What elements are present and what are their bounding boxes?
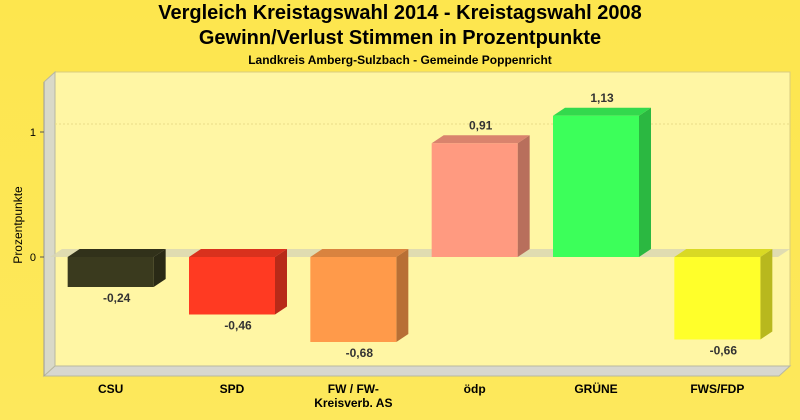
y-axis-label: Prozentpunkte [11,186,25,264]
chart-title: Vergleich Kreistagswahl 2014 - Kreistags… [158,2,642,24]
bar [310,249,409,342]
x-tick-label: GRÜNE [574,381,617,396]
x-tick-label: FW / FW- [328,382,379,396]
bar-front [431,143,518,257]
bar-top [674,249,773,257]
data-label: -0,66 [710,344,738,358]
bar-side [153,249,166,287]
bar-front [553,115,639,257]
y-tick-label: 0 [30,252,36,264]
data-label: 1,13 [590,91,614,105]
bar-side [760,249,773,340]
x-tick-label: ödp [464,382,486,396]
bar-side [396,249,409,342]
bar-front [67,257,154,287]
bar-top [67,249,166,257]
bar [553,107,651,257]
bar-top [431,135,530,144]
bar-side [517,135,530,257]
bar-top [189,249,287,257]
bar-top [553,107,651,116]
x-tick-label: Kreisverb. AS [314,396,392,410]
bar-top [310,249,409,257]
chart-subtitle: Landkreis Amberg-Sulzbach - Gemeinde Pop… [248,53,552,67]
chart-title-line-2: Gewinn/Verlust Stimmen in Prozentpunkte [198,27,602,49]
bar-front [310,257,397,342]
data-label: -0,46 [224,319,252,333]
data-label: -0,68 [346,346,374,360]
data-label: -0,24 [103,291,131,305]
data-label: 0,91 [469,118,493,132]
chart-floor [42,365,792,377]
bar-front [674,257,761,340]
x-tick-label: FWS/FDP [690,382,744,396]
bar-front [189,257,275,315]
bar [674,249,773,340]
bar [431,135,530,257]
bar-side [639,107,651,257]
x-tick-label: CSU [98,382,123,396]
x-tick-label: SPD [220,382,245,396]
y-tick-label: 1 [30,127,36,139]
bar [67,249,166,287]
bar-side [275,249,287,315]
chart-left-wall [43,70,56,378]
bar [189,249,287,315]
